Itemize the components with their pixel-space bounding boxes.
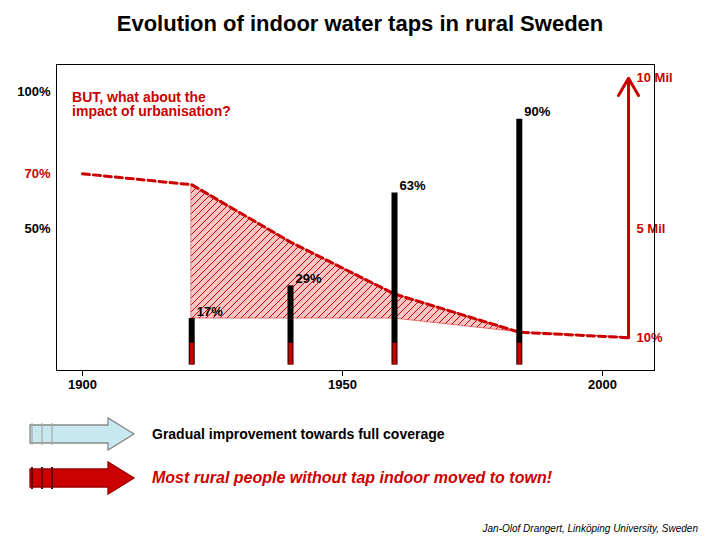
html-text:Jan-Olof Drangert, Linköping U: Jan-Olof Drangert, Linköping University,…: [482, 523, 698, 534]
html-text:Gradual improvement towards fu: Gradual improvement towards full coverag…: [152, 426, 445, 442]
svg-text:1950: 1950: [328, 377, 357, 392]
svg-text:100%: 100%: [17, 84, 51, 99]
svg-text:10%: 10%: [637, 330, 663, 345]
svg-text:10 Mil: 10 Mil: [636, 70, 673, 86]
svg-text:70%: 70%: [24, 166, 50, 181]
svg-text:63%: 63%: [400, 178, 426, 193]
svg-text:1900: 1900: [68, 377, 97, 392]
svg-text:50%: 50%: [24, 221, 50, 236]
svg-text:17%: 17%: [197, 304, 223, 319]
svg-text:90%: 90%: [524, 104, 550, 119]
svg-text:BUT, what about theimpact of u: BUT, what about theimpact of urbanisatio…: [72, 89, 231, 119]
svg-text:2000: 2000: [588, 377, 617, 392]
svg-text:29%: 29%: [296, 271, 322, 286]
svg-text:5 Mil: 5 Mil: [637, 221, 666, 236]
html-text:Evolution of indoor water taps: Evolution of indoor water taps in rural …: [116, 11, 604, 36]
html-text:Most rural people without tap: Most rural people without tap indoor mov…: [152, 469, 552, 486]
